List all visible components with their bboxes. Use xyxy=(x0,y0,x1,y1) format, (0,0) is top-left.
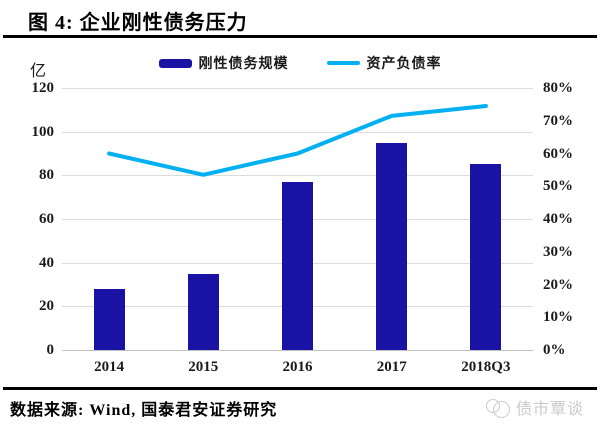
legend-bar-label: 刚性债务规模 xyxy=(198,57,289,72)
title-underline xyxy=(3,35,597,38)
line-swatch-icon xyxy=(326,61,360,65)
left-axis-tick: 100 xyxy=(31,123,55,140)
gridline xyxy=(62,175,533,177)
legend-item-line: 资产负债率 xyxy=(326,53,442,73)
x-axis-tick: 2017 xyxy=(376,359,407,375)
x-axis-tick: 2016 xyxy=(282,359,313,375)
right-axis-tick: 20% xyxy=(543,276,573,293)
legend-item-bar: 刚性债务规模 xyxy=(158,53,289,73)
watermark-text: 债市覃谈 xyxy=(515,401,584,418)
left-axis-tick: 20 xyxy=(39,298,54,315)
bar-2014 xyxy=(93,288,125,350)
left-axis-tick: 0 xyxy=(46,342,55,358)
x-axis-tick: 2018Q3 xyxy=(461,359,511,375)
bar-swatch-icon xyxy=(158,58,192,68)
x-axis-tick: 2015 xyxy=(188,359,219,375)
page-title: 图 4: 企业刚性债务压力 xyxy=(28,12,248,34)
left-axis-unit-label: 亿 xyxy=(30,63,47,80)
data-source-text: 数据来源: Wind, 国泰君安证券研究 xyxy=(10,402,278,419)
right-axis-tick: 40% xyxy=(543,211,573,227)
bar-2018Q3 xyxy=(470,164,502,350)
line-series xyxy=(107,104,488,177)
x-axis-tick: 2014 xyxy=(94,359,125,375)
right-axis-tick: 70% xyxy=(543,112,573,129)
footer-rule xyxy=(3,387,597,390)
left-axis-tick: 80 xyxy=(39,167,54,184)
left-axis-tick: 60 xyxy=(39,211,54,227)
plot-area xyxy=(62,88,533,351)
right-axis-tick: 0% xyxy=(543,342,566,358)
watermark: 债市覃谈 xyxy=(485,395,584,419)
bar-2016 xyxy=(282,181,313,350)
right-axis-tick: 10% xyxy=(543,309,573,326)
watermark-logo-icon xyxy=(485,397,510,418)
gridline xyxy=(62,350,533,351)
gridline xyxy=(62,131,533,133)
left-axis-tick: 120 xyxy=(31,80,55,96)
right-axis-tick: 80% xyxy=(543,80,573,96)
bar-2015 xyxy=(187,273,219,350)
left-axis-tick: 40 xyxy=(39,254,54,271)
right-axis-tick: 50% xyxy=(543,178,573,195)
gridline xyxy=(62,88,533,89)
legend-line-label: 资产负债率 xyxy=(366,57,442,72)
bar-2017 xyxy=(376,142,408,350)
right-axis-tick: 30% xyxy=(543,243,573,260)
legend: 刚性债务规模 资产负债率 xyxy=(0,53,600,73)
right-axis-tick: 60% xyxy=(543,145,573,162)
